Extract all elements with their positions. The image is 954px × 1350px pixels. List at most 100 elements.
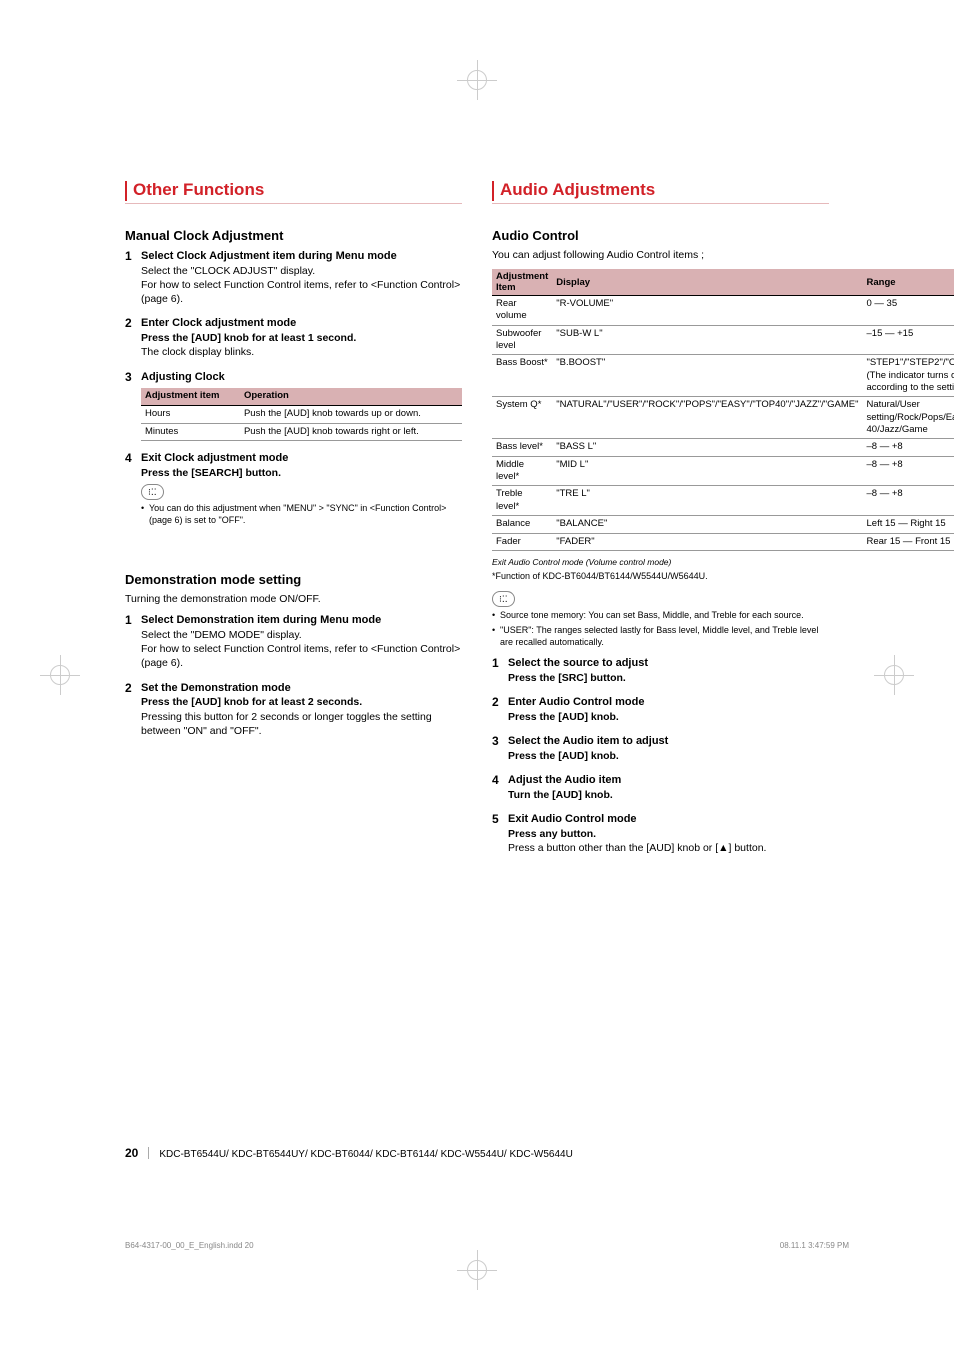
step-title: Adjusting Clock: [141, 370, 462, 385]
td: "FADER": [552, 533, 862, 550]
step-action: Press any button.: [508, 827, 829, 841]
audio-steps: Select the source to adjust Press the [S…: [492, 656, 829, 855]
step-title: Exit Clock adjustment mode: [141, 451, 462, 466]
step-action: Press the [SRC] button.: [508, 671, 829, 685]
th: Adjustment item: [141, 388, 240, 405]
td: "BASS L": [552, 439, 862, 456]
right-column: Audio Adjustments Audio Control You can …: [492, 180, 829, 865]
td: "STEP1"/"STEP2"/"OFF"(The indicator turn…: [863, 355, 954, 397]
heading-audio-control: Audio Control: [492, 228, 829, 243]
td: "SUB-W L": [552, 325, 862, 355]
td: Left 15 — Right 15: [863, 516, 954, 533]
td: Rear volume: [492, 296, 552, 326]
td: Treble level*: [492, 486, 552, 516]
step-action: Press the [SEARCH] button.: [141, 466, 462, 480]
step: Select Clock Adjustment item during Menu…: [125, 249, 462, 306]
step-title: Select Demonstration item during Menu mo…: [141, 613, 462, 628]
clock-table: Adjustment item Operation Hours Push the…: [141, 388, 462, 441]
td: System Q*: [492, 397, 552, 439]
heading-manual-clock: Manual Clock Adjustment: [125, 228, 462, 243]
demo-steps: Select Demonstration item during Menu mo…: [125, 613, 462, 738]
notes: Source tone memory: You can set Bass, Mi…: [492, 609, 829, 648]
step: Exit Audio Control mode Press any button…: [492, 812, 829, 855]
step-title: Enter Clock adjustment mode: [141, 316, 462, 331]
registration-mark-left: [40, 655, 80, 695]
td: "MID L": [552, 456, 862, 486]
th: Range: [863, 269, 954, 296]
step: Select Demonstration item during Menu mo…: [125, 613, 462, 670]
td: Bass level*: [492, 439, 552, 456]
page-footer: 20 KDC-BT6544U/ KDC-BT6544UY/ KDC-BT6044…: [125, 1145, 573, 1160]
td: –8 — +8: [863, 456, 954, 486]
td: –8 — +8: [863, 486, 954, 516]
step-body: The clock display blinks.: [141, 345, 462, 359]
td: "B.BOOST": [552, 355, 862, 397]
step-action: Press the [AUD] knob.: [508, 749, 829, 763]
model-list: KDC-BT6544U/ KDC-BT6544UY/ KDC-BT6044/ K…: [159, 1149, 572, 1160]
td: Balance: [492, 516, 552, 533]
print-meta: B64-4317-00_00_E_English.indd 20 08.11.1…: [125, 1241, 849, 1250]
note-icon: ⁝⁚⁚: [492, 591, 515, 607]
td: Push the [AUD] knob towards up or down.: [240, 406, 462, 423]
clock-steps: Select Clock Adjustment item during Menu…: [125, 249, 462, 526]
step: Enter Clock adjustment mode Press the [A…: [125, 316, 462, 359]
td: Minutes: [141, 423, 240, 440]
td: –15 — +15: [863, 325, 954, 355]
step-action: Press the [AUD] knob.: [508, 710, 829, 724]
step-action: Press the [AUD] knob for at least 2 seco…: [141, 695, 462, 709]
td: Hours: [141, 406, 240, 423]
td: "TRE L": [552, 486, 862, 516]
step: Select the source to adjust Press the [S…: [492, 656, 829, 685]
step: Set the Demonstration mode Press the [AU…: [125, 681, 462, 738]
heading-other-functions: Other Functions: [125, 180, 462, 204]
print-file: B64-4317-00_00_E_English.indd 20: [125, 1241, 254, 1250]
th: Operation: [240, 388, 462, 405]
td: "BALANCE": [552, 516, 862, 533]
intro: Turning the demonstration mode ON/OFF.: [125, 593, 462, 605]
note: Source tone memory: You can set Bass, Mi…: [492, 609, 829, 621]
table-caption: Exit Audio Control mode (Volume control …: [492, 557, 829, 567]
print-date: 08.11.1 3:47:59 PM: [780, 1241, 849, 1250]
step-title: Select the source to adjust: [508, 656, 829, 671]
step-title: Set the Demonstration mode: [141, 681, 462, 696]
registration-mark-bottom: [457, 1250, 497, 1290]
footnote: *Function of KDC-BT6044/BT6144/W5544U/W5…: [492, 571, 829, 583]
note: You can do this adjustment when "MENU" >…: [141, 502, 462, 526]
notes: You can do this adjustment when "MENU" >…: [141, 502, 462, 526]
step-body: Pressing this button for 2 seconds or lo…: [141, 710, 462, 738]
page-content: Other Functions Manual Clock Adjustment …: [125, 180, 829, 865]
td: –8 — +8: [863, 439, 954, 456]
heading-demo-mode: Demonstration mode setting: [125, 572, 462, 587]
th: Adjustment Item: [492, 269, 552, 296]
step-title: Enter Audio Control mode: [508, 695, 829, 710]
audio-table: Adjustment Item Display Range Rear volum…: [492, 269, 954, 551]
td: Fader: [492, 533, 552, 550]
step-action: Press the [AUD] knob for at least 1 seco…: [141, 331, 462, 345]
intro: You can adjust following Audio Control i…: [492, 249, 829, 261]
step: Enter Audio Control mode Press the [AUD]…: [492, 695, 829, 724]
step-body: Select the "DEMO MODE" display.For how t…: [141, 628, 462, 671]
note-icon: ⁝⁚⁚: [141, 484, 164, 500]
step: Adjust the Audio item Turn the [AUD] kno…: [492, 773, 829, 802]
step: Exit Clock adjustment mode Press the [SE…: [125, 451, 462, 526]
registration-mark-top: [457, 60, 497, 100]
td: Subwoofer level: [492, 325, 552, 355]
step: Adjusting Clock Adjustment item Operatio…: [125, 370, 462, 441]
step-title: Select the Audio item to adjust: [508, 734, 829, 749]
td: Push the [AUD] knob towards right or lef…: [240, 423, 462, 440]
td: Bass Boost*: [492, 355, 552, 397]
registration-mark-right: [874, 655, 914, 695]
td: "R-VOLUME": [552, 296, 862, 326]
step-action: Turn the [AUD] knob.: [508, 788, 829, 802]
td: "NATURAL"/"USER"/"ROCK"/"POPS"/"EASY"/"T…: [552, 397, 862, 439]
step-body: Select the "CLOCK ADJUST" display.For ho…: [141, 264, 462, 307]
divider: [148, 1147, 149, 1159]
page-number: 20: [125, 1146, 138, 1160]
step-title: Select Clock Adjustment item during Menu…: [141, 249, 462, 264]
step-title: Adjust the Audio item: [508, 773, 829, 788]
note: "USER": The ranges selected lastly for B…: [492, 624, 829, 648]
step-body: Press a button other than the [AUD] knob…: [508, 841, 829, 855]
th: Display: [552, 269, 862, 296]
step: Select the Audio item to adjust Press th…: [492, 734, 829, 763]
td: Middle level*: [492, 456, 552, 486]
